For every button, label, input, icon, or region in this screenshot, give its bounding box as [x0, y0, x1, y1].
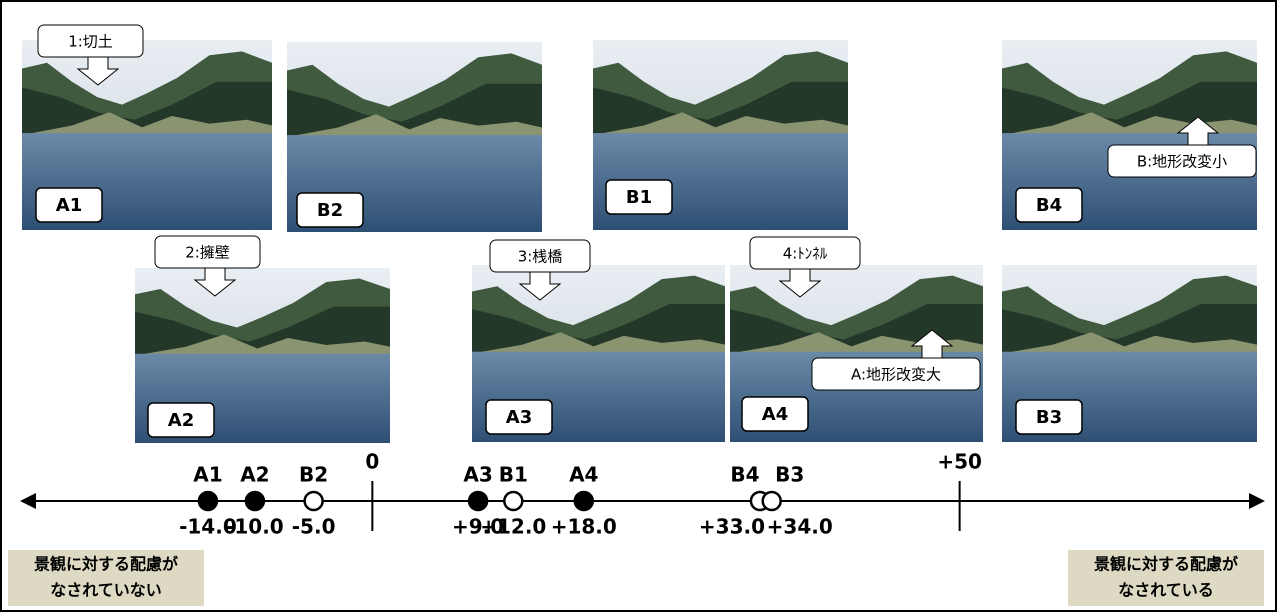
- note-text: 景観に対する配慮が: [34, 555, 178, 574]
- point-name: A2: [240, 463, 269, 487]
- point-marker: [763, 492, 781, 510]
- note-text: なされている: [1118, 581, 1214, 600]
- point-name: B3: [775, 463, 804, 487]
- point-name: A3: [463, 463, 492, 487]
- point-value: +33.0: [699, 515, 765, 539]
- point-value: +18.0: [551, 515, 617, 539]
- point-name: A1: [193, 463, 222, 487]
- callout-text: 4:ﾄﾝﾈﾙ: [783, 245, 828, 263]
- axis-arrow: [1249, 493, 1265, 509]
- photo-label: A1: [56, 195, 82, 216]
- point-value: -5.0: [292, 515, 336, 539]
- callout-text: 1:切土: [68, 33, 113, 51]
- callout-text: B:地形改変小: [1137, 153, 1227, 171]
- tick-label: 0: [365, 450, 379, 474]
- photo-label: B2: [317, 200, 343, 221]
- point-value: +34.0: [767, 515, 833, 539]
- photo-label: B4: [1036, 195, 1062, 216]
- photo-label: A3: [506, 407, 532, 428]
- tick-label: +50: [937, 450, 982, 474]
- callout-text: 2:擁壁: [185, 244, 230, 262]
- point-marker: [199, 492, 217, 510]
- point-marker: [575, 492, 593, 510]
- diagram: A1 B2 B1 B4 A2 A3 A4 B3 1:切土 2:擁壁 3:桟橋 4:ﾄﾝﾈﾙ A:地形改変…: [0, 0, 1277, 612]
- photo-label: B1: [626, 187, 652, 208]
- point-name: B4: [730, 463, 759, 487]
- axis-arrow: [20, 493, 36, 509]
- point-name: A4: [569, 463, 598, 487]
- callout-text: A:地形改変大: [851, 366, 941, 384]
- point-marker: [246, 492, 264, 510]
- photo-label: A2: [168, 410, 194, 431]
- point-marker: [469, 492, 487, 510]
- point-marker: [305, 492, 323, 510]
- photo-label: B3: [1036, 407, 1062, 428]
- point-name: B1: [499, 463, 528, 487]
- point-marker: [504, 492, 522, 510]
- callout-text: 3:桟橋: [518, 248, 563, 266]
- point-value: -10.0: [226, 515, 284, 539]
- photo-label: A4: [762, 404, 788, 425]
- note-text: 景観に対する配慮が: [1094, 555, 1238, 574]
- note-text: なされていない: [50, 581, 162, 600]
- point-value: +12.0: [480, 515, 546, 539]
- point-name: B2: [299, 463, 328, 487]
